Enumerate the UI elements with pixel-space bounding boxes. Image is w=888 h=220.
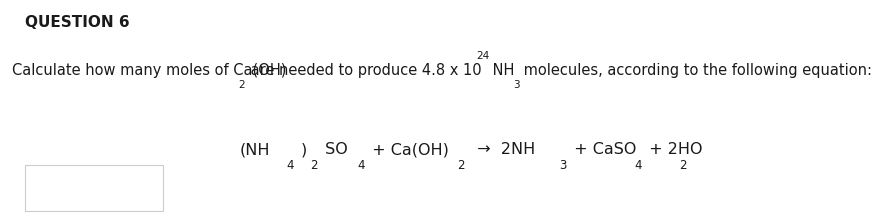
Text: 4: 4 bbox=[357, 160, 364, 172]
Text: + CaSO: + CaSO bbox=[569, 142, 637, 157]
Text: NH: NH bbox=[488, 63, 514, 78]
Text: 2: 2 bbox=[679, 160, 686, 172]
Text: + 2H: + 2H bbox=[644, 142, 690, 157]
Text: 4: 4 bbox=[634, 160, 641, 172]
Text: QUESTION 6: QUESTION 6 bbox=[25, 15, 130, 30]
Text: Calculate how many moles of Ca(OH): Calculate how many moles of Ca(OH) bbox=[12, 63, 286, 78]
Text: →  2NH: → 2NH bbox=[467, 142, 535, 157]
Text: 2: 2 bbox=[457, 160, 464, 172]
Text: 3: 3 bbox=[559, 160, 567, 172]
Text: ): ) bbox=[301, 142, 307, 157]
Text: SO: SO bbox=[320, 142, 347, 157]
Text: + Ca(OH): + Ca(OH) bbox=[367, 142, 448, 157]
Text: (NH: (NH bbox=[240, 142, 270, 157]
Text: 4: 4 bbox=[287, 160, 294, 172]
Text: are needed to produce 4.8 x 10: are needed to produce 4.8 x 10 bbox=[246, 63, 481, 78]
Text: 2: 2 bbox=[238, 81, 244, 90]
FancyBboxPatch shape bbox=[25, 165, 163, 211]
Text: O: O bbox=[689, 142, 702, 157]
Text: 2: 2 bbox=[310, 160, 317, 172]
Text: 24: 24 bbox=[476, 51, 489, 61]
Text: 3: 3 bbox=[513, 81, 519, 90]
Text: molecules, according to the following equation:: molecules, according to the following eq… bbox=[519, 63, 872, 78]
